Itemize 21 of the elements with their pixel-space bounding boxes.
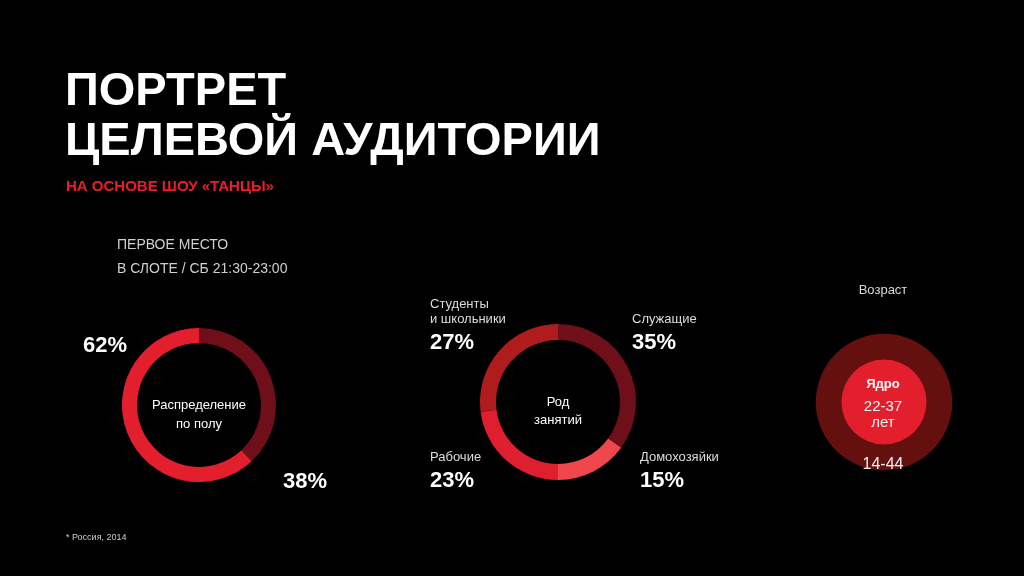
text: * Россия, 2014 [66, 532, 127, 542]
text: ПОРТРЕТ ЦЕЛЕВОЙ АУДИТОРИИ [65, 62, 601, 165]
text: Распределение по полу [151, 397, 247, 431]
data-label: 23% [430, 467, 475, 492]
category-label: 14-44 [862, 455, 904, 472]
text: Род занятий [534, 394, 582, 427]
category-label: 22-37 лет [863, 397, 903, 430]
text: НА ОСНОВЕ ШОУ «ТАНЦЫ» [66, 177, 274, 194]
donut-slice [558, 438, 622, 480]
data-label: 15% [640, 467, 685, 492]
text: Возраст [858, 282, 908, 297]
slice-label: Домохозяйки [640, 449, 719, 464]
slice-label: Студенты и школьники [430, 296, 506, 326]
slice-label: Служащие [632, 311, 697, 326]
text: ПЕРВОЕ МЕСТО В СЛОТЕ / СБ 21:30-23:00 [117, 236, 288, 276]
data-label: 38% [283, 468, 328, 493]
data-label: 35% [632, 329, 677, 354]
slice-label: Рабочие [430, 449, 482, 464]
text: Ядро [866, 376, 900, 391]
data-label: 62% [83, 332, 128, 357]
data-label: 27% [430, 329, 475, 354]
